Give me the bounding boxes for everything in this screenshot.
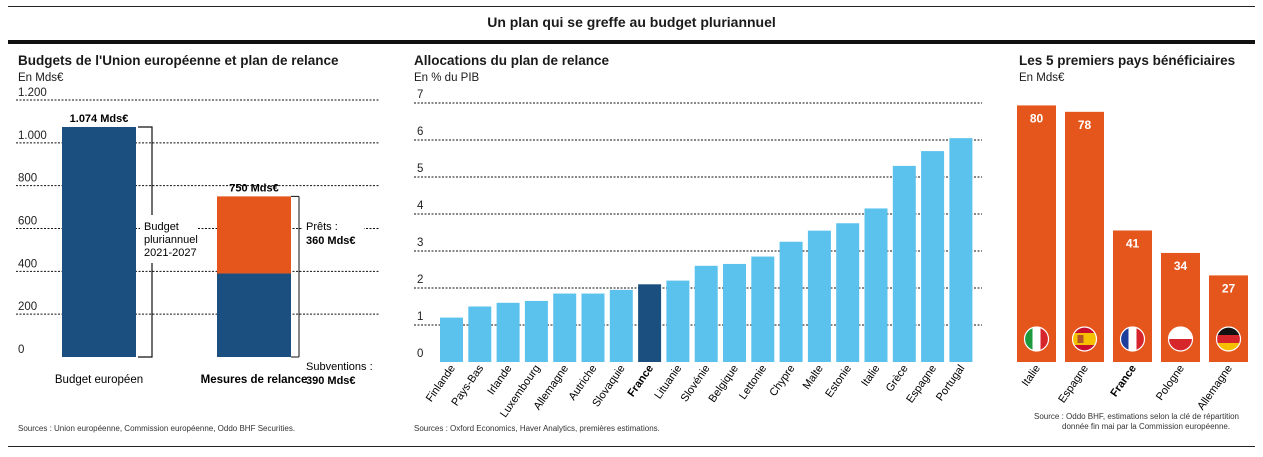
y-tick-label: 2 [417, 274, 423, 286]
x-tick-label: Grèce [884, 363, 911, 394]
bar [751, 256, 775, 362]
x-tick-label: Portugal [934, 363, 967, 403]
subventions-value: 390 Mds€ [306, 375, 356, 387]
bar [581, 293, 605, 362]
bar [1017, 105, 1056, 362]
budget-annotation: pluriannuel [144, 234, 198, 246]
bar-segment [217, 196, 291, 274]
budget-annotation: Budget [144, 221, 179, 233]
panel-title: Budgets de l'Union européenne et plan de… [18, 53, 339, 68]
x-tick-label: Mesures de relance [201, 374, 308, 386]
bar [694, 265, 718, 362]
y-tick-label: 200 [18, 301, 37, 313]
panel-title: Allocations du plan de relance [414, 53, 610, 68]
panel-top-beneficiaries: Les 5 premiers pays bénéficiaires En Mds… [1000, 44, 1263, 444]
budget-annotation-bg [140, 215, 198, 263]
bar [638, 284, 662, 362]
france-flag-icon [1119, 326, 1146, 352]
panel-allocations: Allocations du plan de relance En % du P… [400, 44, 990, 444]
spain-flag-icon [1071, 326, 1098, 352]
total-label: 1.074 Mds€ [70, 113, 129, 125]
top-rule [8, 6, 1255, 7]
x-tick-label: Budget européen [55, 374, 143, 386]
bar [807, 230, 831, 362]
y-tick-label: 1.000 [18, 130, 47, 142]
y-tick-label: 1.200 [18, 87, 47, 99]
bar [666, 280, 690, 362]
y-tick-label: 0 [18, 344, 24, 356]
italy-flag-icon [1023, 326, 1050, 352]
bar [440, 317, 463, 362]
x-tick-label: Italie [859, 363, 882, 389]
subventions-annotation-bg [302, 330, 384, 358]
chart-eu-budgets: 0 200 400 600 800 1.000 1.200 1.074 Mds€ Budget … [16, 87, 384, 387]
prets-annotation-bg [302, 206, 364, 234]
panel-source: Sources : Union européenne, Commission e… [18, 424, 296, 433]
y-tick-label: 0 [417, 348, 423, 360]
x-tick-label: France [1108, 363, 1139, 399]
bar [779, 241, 803, 362]
prets-label: Prêts : [306, 221, 338, 233]
y-tick-label: 1 [417, 311, 423, 323]
x-tick-label: Irlande [485, 363, 514, 397]
bar [524, 300, 548, 362]
bar [864, 208, 888, 362]
bar [892, 165, 916, 362]
y-tick-label: 800 [18, 173, 37, 185]
x-tick-label: Malte [801, 363, 826, 392]
panel-unit: En Mds€ [18, 72, 64, 84]
y-tick-label: 600 [18, 216, 37, 228]
x-tick-label: Lettonie [737, 363, 769, 402]
value-label: 41 [1126, 237, 1140, 251]
main-title: Un plan qui se greffe au budget pluriann… [487, 14, 776, 30]
x-tick-label: Espagne [1056, 363, 1091, 405]
y-tick-label: 3 [417, 237, 423, 249]
y-tick-label: 7 [417, 89, 423, 101]
x-tick-label: Italie [1020, 363, 1043, 389]
bar [949, 138, 973, 362]
y-tick-label: 400 [18, 258, 37, 270]
poland-flag-icon [1167, 326, 1194, 352]
x-tick-label: Chypre [767, 363, 797, 399]
panel-source: donnée fin mai par la Commission europée… [1062, 422, 1231, 431]
value-label: 27 [1222, 281, 1236, 295]
y-tick-label: 6 [417, 126, 423, 138]
chart-top-beneficiaries: 80 Italie 78 Espagne 41 France 34 Pologne 27 Alle… [1017, 105, 1248, 412]
value-label: 80 [1030, 111, 1044, 125]
total-label: 750 Mds€ [229, 182, 279, 194]
panel-unit: En Mds€ [1019, 72, 1065, 84]
budget-annotation: 2021-2027 [144, 247, 197, 259]
panel-eu-budgets: Budgets de l'Union européenne et plan de… [0, 44, 400, 444]
panel-source: Sources : Oxford Economics, Haver Analyt… [414, 424, 660, 433]
panel-source: Source : Oddo BHF, estimations selon la … [1034, 412, 1239, 421]
x-tick-label: Allemagne [1195, 363, 1235, 412]
prets-value: 360 Mds€ [306, 235, 356, 247]
bar [1065, 111, 1104, 362]
value-label: 34 [1174, 259, 1188, 273]
header-rule [8, 40, 1255, 44]
x-tick-label: Pologne [1154, 363, 1187, 403]
x-tick-label: France [626, 363, 657, 399]
bar [553, 293, 577, 362]
y-tick-label: 4 [417, 200, 424, 212]
x-tick-label: Estonie [823, 363, 854, 400]
bottom-rule [8, 446, 1255, 447]
panel-title: Les 5 premiers pays bénéficiaires [1019, 53, 1236, 68]
bar [723, 263, 746, 362]
bar [609, 289, 633, 362]
bar [921, 151, 945, 362]
y-tick-label: 5 [417, 163, 423, 175]
bar-segment [217, 273, 291, 357]
bar [496, 302, 520, 362]
bar [468, 306, 492, 362]
subventions-label: Subventions : [306, 361, 373, 373]
value-label: 78 [1078, 118, 1092, 132]
bar [836, 223, 860, 362]
germany-flag-icon [1215, 326, 1242, 352]
bar-segment [62, 126, 136, 357]
panel-unit: En % du PIB [414, 72, 480, 84]
